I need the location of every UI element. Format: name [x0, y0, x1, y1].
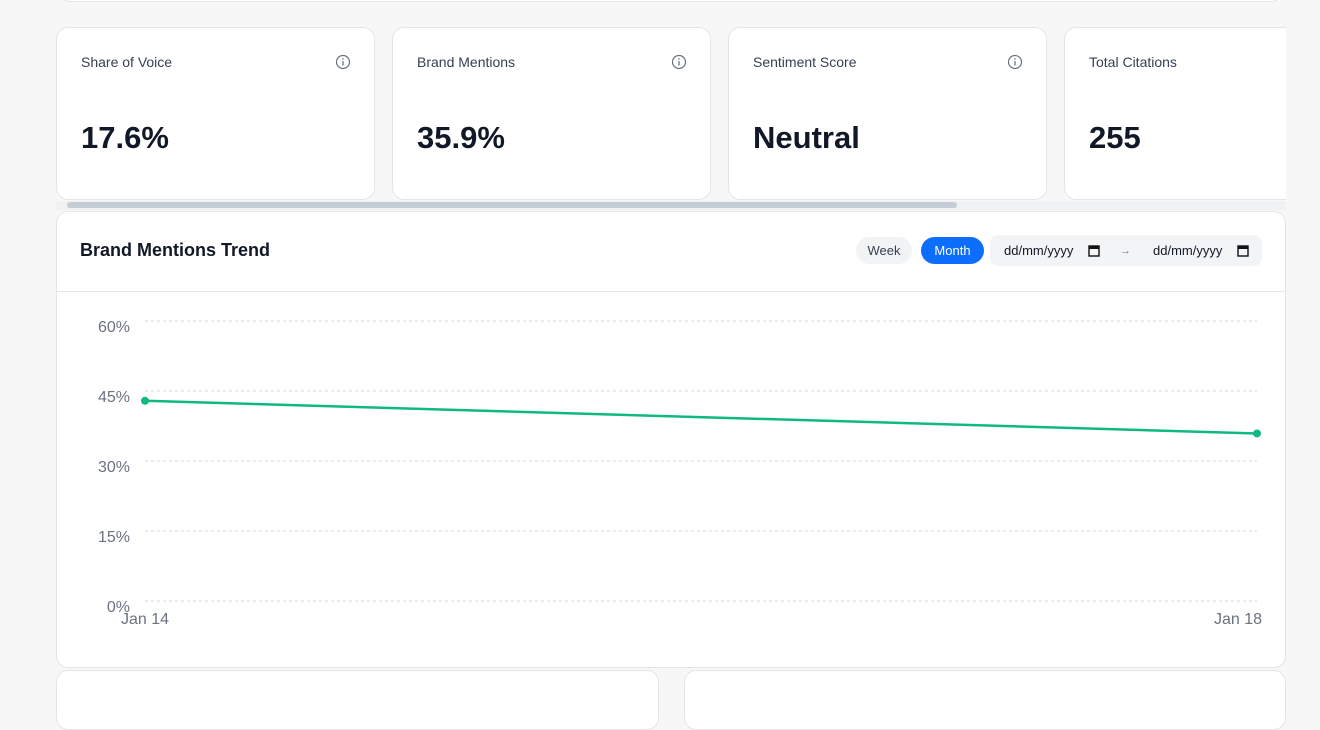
date-input[interactable]: dd/mm/yyyy: [1004, 243, 1074, 258]
y-tick-label: 60%: [98, 319, 130, 336]
y-tick-label: 0%: [107, 599, 130, 616]
kpi-card: Brand Mentions 35.9%: [392, 27, 711, 200]
info-icon[interactable]: [1007, 54, 1023, 70]
date-range: [990, 235, 1262, 266]
calendar-icon[interactable]: [1237, 244, 1249, 257]
week-button[interactable]: Week: [856, 237, 912, 264]
page: {"cards": [ {"label": "Share of Voice", …: [56, 0, 1286, 730]
kpi-card: Sentiment Score Neutral: [728, 27, 1047, 200]
kpi-card: Share of Voice 17.6%: [56, 27, 375, 200]
kpi-card: Total Citations 255: [1064, 27, 1286, 200]
top-panel: [62, 0, 1280, 2]
y-tick-label: 15%: [98, 529, 130, 546]
kpi-label: Share of Voice: [81, 54, 173, 70]
kpi-strip: Share of Voice 17.6% Brand Mentions 35.9…: [56, 27, 1286, 200]
kpi-value: Neutral: [753, 120, 860, 155]
bottom-card: [56, 670, 659, 730]
data-point: [1253, 429, 1261, 438]
kpi-label: Total Citations: [1089, 54, 1177, 70]
date-input[interactable]: dd/mm/yyyy: [1153, 243, 1223, 258]
kpi-label: Brand Mentions: [417, 54, 516, 70]
trend-line: [144, 399, 1258, 435]
kpi-value: 35.9%: [417, 120, 505, 155]
info-icon[interactable]: [335, 54, 351, 70]
x-tick-label: Jan 14: [121, 611, 169, 628]
calendar-icon[interactable]: [1088, 244, 1100, 257]
kpi-value: 17.6%: [81, 120, 169, 155]
divider: [57, 291, 1285, 292]
range-arrow: →: [1120, 245, 1131, 257]
kpi-value: 255: [1089, 120, 1141, 155]
y-tick-label: 45%: [98, 389, 130, 406]
x-tick-label: Jan 18: [1214, 611, 1262, 628]
body: Share of Voice 17.6% Brand Mentions 35.9…: [56, 0, 1286, 730]
scrollbar-thumb[interactable]: [67, 202, 957, 208]
bottom-card: [684, 670, 1286, 730]
data-point: [141, 396, 149, 405]
line-chart: 0% 15% 30% 45% 60% Jan 14 Jan 18: [98, 319, 1262, 628]
trend-panel: [56, 211, 1286, 668]
panel-title: Brand Mentions Trend: [80, 240, 271, 260]
kpi-label: Sentiment Score: [753, 54, 857, 70]
y-tick-label: 30%: [98, 459, 130, 476]
info-icon[interactable]: [671, 54, 687, 70]
month-button[interactable]: Month: [921, 237, 984, 264]
